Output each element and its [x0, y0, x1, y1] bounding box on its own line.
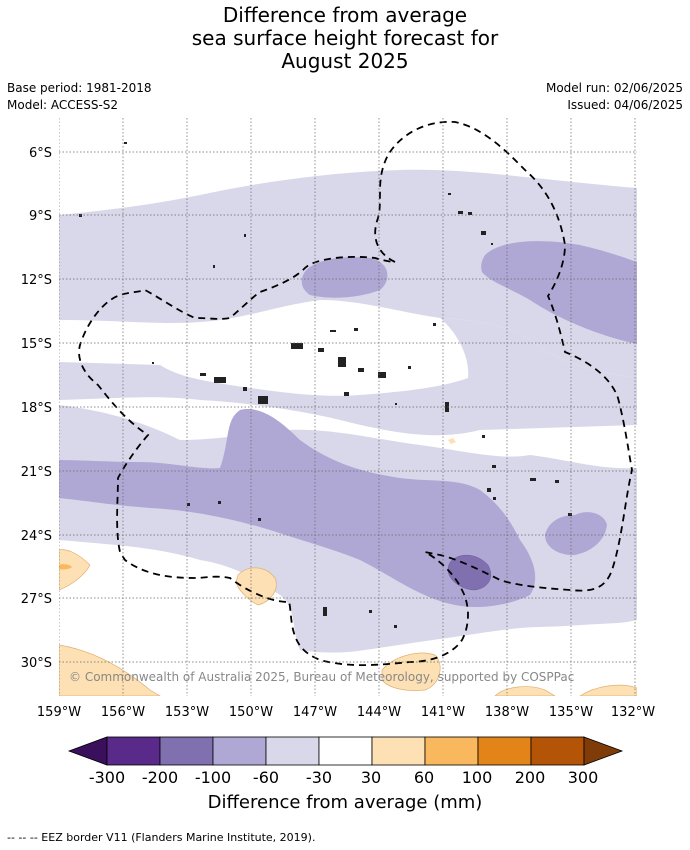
lon-label: 156°W: [101, 705, 145, 720]
anomaly-strong: [447, 554, 491, 591]
colorbar-tick: 30: [361, 768, 381, 787]
meta-right: Model run: 02/06/2025 Issued: 04/06/2025: [546, 80, 683, 114]
lon-label: 135°W: [549, 705, 593, 720]
colorbar-tick: 100: [462, 768, 493, 787]
colorbar-extend-low: [67, 736, 108, 766]
colorbar-swatch: [265, 736, 320, 766]
eez-border: [78, 120, 633, 667]
colorbar-swatch: [318, 736, 373, 766]
eez-footnote: -- -- -- EEZ border V11 (Flanders Marine…: [7, 831, 316, 844]
positive-anomaly-southeast-1: [494, 686, 556, 696]
map-area: © Commonwealth of Australia 2025, Bureau…: [0, 110, 690, 730]
colorbar-swatch: [477, 736, 532, 766]
map-svg: © Commonwealth of Australia 2025, Bureau…: [21, 118, 655, 720]
lat-label: 21°S: [21, 465, 52, 480]
neutral-area-gap: [160, 343, 468, 396]
anomaly-core-northeast: [481, 241, 637, 344]
lon-label: 144°W: [357, 705, 401, 720]
anomaly-band-middle: [59, 318, 637, 436]
map-plot: © Commonwealth of Australia 2025, Bureau…: [59, 118, 637, 696]
colorbar-tick: 60: [414, 768, 434, 787]
positive-anomaly-southeast-2: [579, 684, 637, 696]
colorbar-tick: -300: [89, 768, 125, 787]
title-line-3: August 2025: [281, 49, 409, 73]
lon-label: 141°W: [421, 705, 465, 720]
colorbar-extend-high: [583, 736, 624, 766]
colorbar-swatch: [530, 736, 585, 766]
lat-label: 27°S: [21, 592, 52, 607]
lat-label: 9°S: [29, 209, 52, 224]
colorbar-swatches: [67, 736, 624, 766]
colorbar-label: Difference from average (mm): [207, 792, 483, 813]
lon-label: 147°W: [293, 705, 337, 720]
positive-anomaly-central: [235, 567, 277, 606]
title-line-1: Difference from average: [222, 3, 468, 27]
anomaly-core-east: [545, 512, 607, 556]
lon-label: 138°W: [485, 705, 529, 720]
lat-label: 12°S: [21, 273, 52, 288]
colorbar-tick: -60: [253, 768, 279, 787]
lon-labels: 159°W 156°W 153°W 150°W 147°W 144°W 141°…: [37, 705, 655, 720]
anomaly-core-north: [301, 257, 388, 298]
colorbar-swatch: [424, 736, 479, 766]
lon-label: 150°W: [229, 705, 273, 720]
lat-label: 18°S: [21, 401, 52, 416]
lat-label: 15°S: [21, 337, 52, 352]
lon-label: 153°W: [165, 705, 209, 720]
lon-label: 159°W: [37, 705, 81, 720]
colorbar-tick: 300: [568, 768, 599, 787]
title-line-2: sea surface height forecast for: [191, 26, 499, 50]
positive-anomaly-west: [59, 549, 91, 591]
colorbar-swatch: [106, 736, 161, 766]
colorbar-tick: -200: [142, 768, 178, 787]
model-run: Model run: 02/06/2025: [545, 81, 683, 95]
positive-anomaly-small: [448, 438, 456, 444]
meta-left: Base period: 1981-2018 Model: ACCESS-S2: [7, 80, 152, 114]
positive-anomaly-southwest: [59, 644, 161, 696]
colorbar-tick: -30: [306, 768, 332, 787]
colorbar-tick: -100: [195, 768, 231, 787]
map-title: Difference from average sea surface heig…: [0, 4, 690, 73]
colorbar-swatch: [212, 736, 267, 766]
colorbar-tick: 200: [515, 768, 546, 787]
lat-label: 30°S: [21, 656, 52, 671]
islands: [79, 142, 572, 628]
base-period: Base period: 1981-2018: [7, 81, 152, 95]
colorbar-swatch: [159, 736, 214, 766]
colorbar-ticks: -300 -200 -100 -60 -30 30 60 100 200 300: [89, 768, 598, 787]
anomaly-core-central: [59, 409, 536, 607]
positive-anomaly-west-core: [59, 564, 72, 570]
lat-label: 24°S: [21, 529, 52, 544]
copyright-text: © Commonwealth of Australia 2025, Bureau…: [69, 670, 574, 684]
colorbar-swatch: [371, 736, 426, 766]
colorbar: -300 -200 -100 -60 -30 30 60 100 200 300: [67, 736, 624, 787]
lat-label: 6°S: [29, 146, 52, 161]
lon-label: 132°W: [611, 705, 655, 720]
lat-labels: 6°S 9°S 12°S 15°S 18°S 21°S 24°S 27°S 30…: [21, 146, 52, 671]
issued-date: Issued: 04/06/2025: [567, 98, 683, 112]
model-name: Model: ACCESS-S2: [7, 98, 119, 112]
